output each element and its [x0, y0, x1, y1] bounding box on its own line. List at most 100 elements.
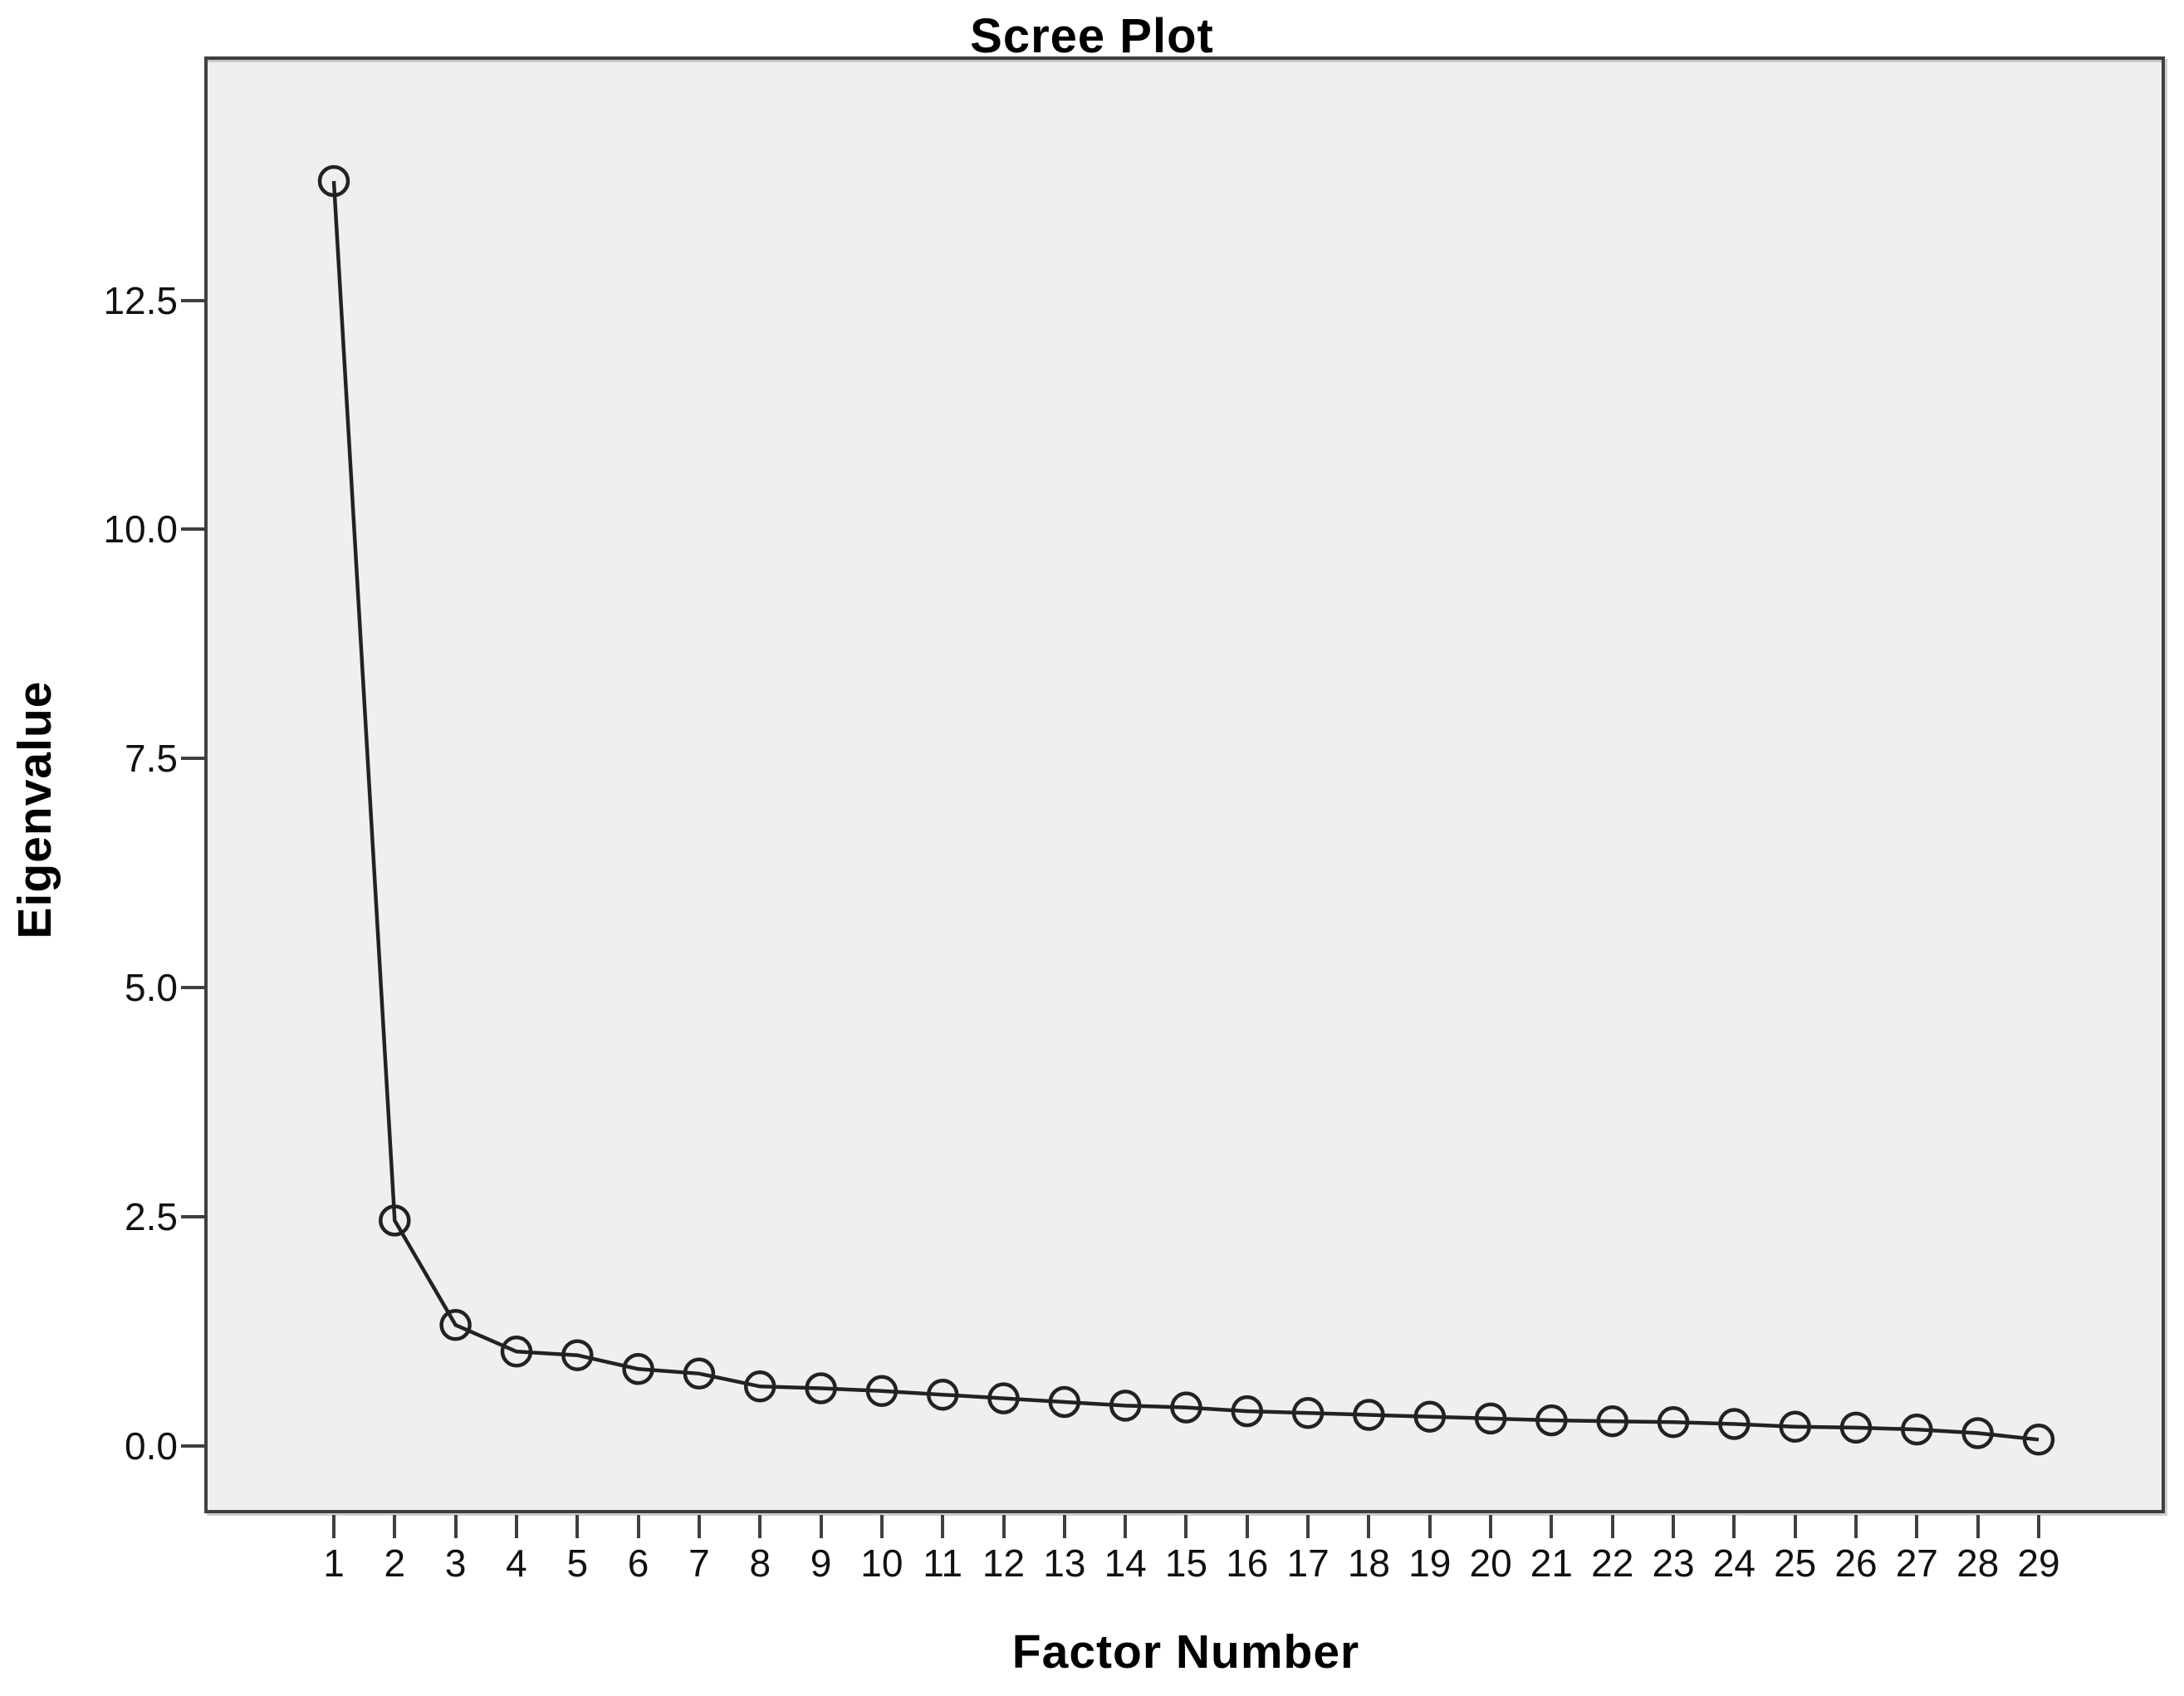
x-tick-mark	[1367, 1515, 1371, 1538]
data-point-marker	[1961, 1417, 1994, 1449]
x-tick-label: 3	[444, 1542, 467, 1585]
x-tick-label: 14	[1104, 1542, 1147, 1585]
x-tick-label: 5	[566, 1542, 589, 1585]
data-point-marker	[1291, 1397, 1325, 1429]
x-tick-mark	[1672, 1515, 1676, 1538]
x-tick-label: 15	[1164, 1542, 1208, 1585]
y-tick-label: 2.5	[125, 1195, 178, 1239]
x-tick-mark	[819, 1515, 823, 1538]
data-point-marker	[1413, 1400, 1447, 1433]
y-tick-label: 0.0	[125, 1424, 178, 1468]
x-tick-label: 20	[1469, 1542, 1512, 1585]
x-tick-label: 28	[1956, 1542, 2000, 1585]
x-tick-label: 11	[923, 1542, 963, 1585]
data-point-marker	[561, 1339, 594, 1371]
x-tick-mark	[879, 1515, 884, 1538]
data-point-marker	[1353, 1399, 1385, 1431]
data-point-marker	[865, 1375, 899, 1408]
data-point-marker	[500, 1336, 533, 1368]
plot-area	[204, 56, 2165, 1513]
x-tick-mark	[1427, 1515, 1432, 1538]
x-tick-label: 4	[506, 1542, 527, 1585]
x-tick-mark	[636, 1515, 640, 1538]
x-tick-mark	[1854, 1515, 1858, 1538]
x-tick-label: 10	[860, 1542, 903, 1585]
data-point-marker	[987, 1382, 1020, 1414]
data-point-marker	[1474, 1402, 1507, 1435]
y-tick-mark	[181, 986, 204, 990]
x-tick-mark	[1793, 1515, 1797, 1538]
x-tick-label: 16	[1226, 1542, 1269, 1585]
x-axis-label: Factor Number	[1011, 1625, 1360, 1679]
x-tick-mark	[941, 1515, 945, 1538]
x-tick-mark	[1732, 1515, 1736, 1538]
x-tick-mark	[1489, 1515, 1493, 1538]
data-point-marker	[1048, 1385, 1081, 1419]
x-tick-mark	[1915, 1515, 1919, 1538]
data-point-marker	[926, 1378, 959, 1411]
x-tick-label: 25	[1774, 1542, 1817, 1585]
x-tick-mark	[1550, 1515, 1554, 1538]
x-tick-mark	[1306, 1515, 1310, 1538]
y-tick-label: 7.5	[125, 737, 178, 781]
data-point-marker	[379, 1204, 411, 1237]
x-tick-mark	[575, 1515, 580, 1538]
x-tick-label: 27	[1895, 1542, 1938, 1585]
x-tick-label: 9	[810, 1542, 832, 1585]
data-point-marker	[622, 1353, 654, 1385]
x-tick-label: 18	[1347, 1542, 1391, 1585]
y-tick-label: 5.0	[125, 966, 178, 1010]
data-point-marker	[1901, 1413, 1933, 1446]
chart-title: Scree Plot	[970, 9, 1214, 63]
data-point-marker	[805, 1372, 837, 1404]
x-tick-label: 2	[384, 1542, 406, 1585]
x-tick-label: 23	[1652, 1542, 1695, 1585]
y-axis-label: Eigenvalue	[8, 680, 61, 939]
x-tick-mark	[2036, 1515, 2040, 1538]
x-tick-label: 8	[749, 1542, 771, 1585]
x-tick-label: 17	[1286, 1542, 1329, 1585]
x-tick-label: 19	[1408, 1542, 1452, 1585]
x-tick-mark	[1001, 1515, 1006, 1538]
data-point-marker	[743, 1370, 776, 1403]
x-tick-mark	[393, 1515, 397, 1538]
x-tick-mark	[1062, 1515, 1066, 1538]
x-tick-mark	[758, 1515, 762, 1538]
y-tick-label: 12.5	[103, 278, 178, 322]
data-point-marker	[317, 164, 350, 198]
data-point-marker	[1657, 1406, 1690, 1439]
x-tick-label: 7	[688, 1542, 710, 1585]
data-point-marker	[1596, 1404, 1628, 1438]
x-tick-label: 29	[2017, 1542, 2060, 1585]
x-tick-mark	[1976, 1515, 1980, 1538]
y-tick-label: 10.0	[103, 507, 178, 551]
x-tick-label: 13	[1043, 1542, 1086, 1585]
y-tick-mark	[181, 298, 204, 302]
x-tick-mark	[453, 1515, 458, 1538]
series-canvas	[317, 164, 2055, 1456]
x-tick-mark	[332, 1515, 335, 1538]
data-point-marker	[683, 1357, 716, 1390]
data-point-marker	[2022, 1424, 2055, 1456]
data-point-marker	[1231, 1395, 1264, 1428]
x-tick-mark	[1184, 1515, 1188, 1538]
data-point-marker	[1718, 1408, 1751, 1440]
x-tick-mark	[697, 1515, 701, 1538]
y-tick-mark	[181, 527, 204, 532]
data-point-marker	[1170, 1391, 1202, 1424]
y-tick-mark	[181, 1215, 204, 1219]
x-tick-label: 12	[982, 1542, 1026, 1585]
x-tick-label: 6	[627, 1542, 649, 1585]
x-tick-label: 24	[1712, 1542, 1756, 1585]
x-tick-label: 26	[1834, 1542, 1878, 1585]
data-point-marker	[1535, 1404, 1568, 1437]
data-point-marker	[1779, 1410, 1811, 1444]
series-line	[331, 180, 2040, 1442]
x-tick-label: 1	[323, 1542, 345, 1585]
x-tick-mark	[1610, 1515, 1614, 1538]
y-tick-mark	[181, 757, 204, 761]
data-point-marker	[1839, 1411, 1873, 1444]
x-tick-mark	[1124, 1515, 1128, 1538]
data-point-marker	[439, 1309, 472, 1341]
x-tick-mark	[514, 1515, 518, 1538]
